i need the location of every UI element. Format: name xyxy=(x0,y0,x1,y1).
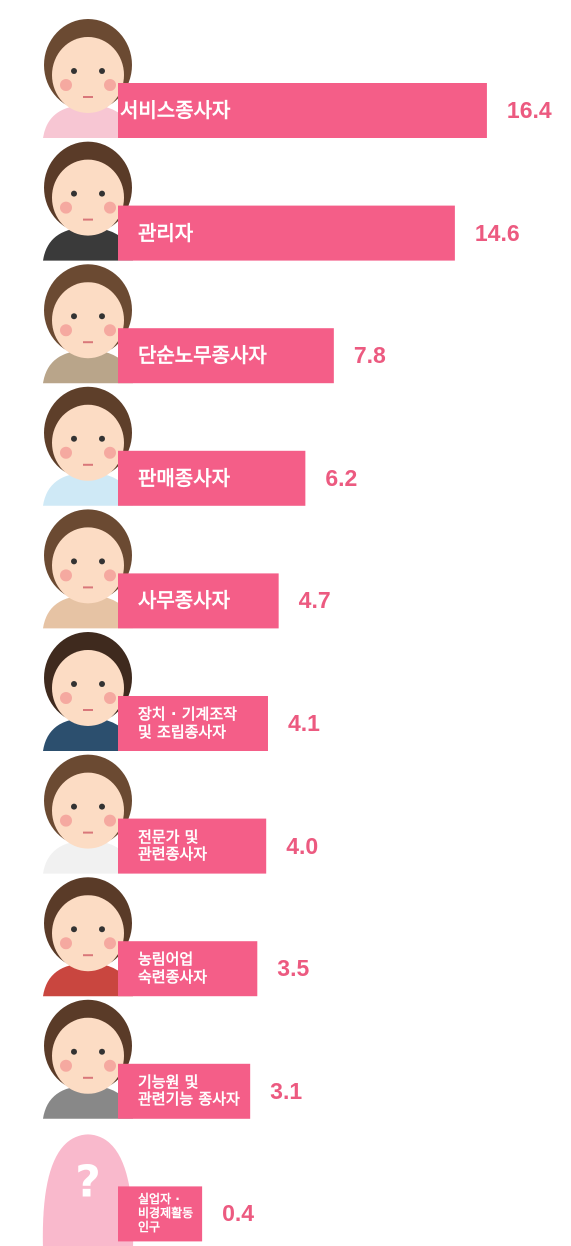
icon-silhouette xyxy=(42,1134,134,1246)
icon-eye xyxy=(99,190,105,197)
category-label: 전문가 및 관련종사자 xyxy=(138,827,208,864)
icon-cheek xyxy=(60,324,72,337)
icon-eye xyxy=(71,926,77,933)
icon-cheek xyxy=(60,201,72,214)
icon-question: ? xyxy=(75,1156,101,1207)
category-label: 실업자 · 비경제활동 인구 xyxy=(138,1192,194,1234)
icon-cheek xyxy=(104,201,116,214)
icon-eye xyxy=(71,1048,77,1055)
icon-cheek xyxy=(60,446,72,459)
icon-cheek xyxy=(104,324,116,337)
category-label: 농림어업 숙련종사자 xyxy=(138,950,208,986)
category-label: 판매종사자 xyxy=(138,465,230,490)
icon-cheek xyxy=(60,692,72,704)
icon-face xyxy=(52,159,124,236)
icon-face xyxy=(52,527,124,604)
value-label: 6.2 xyxy=(325,464,358,491)
icon-body xyxy=(43,105,133,138)
icon-body xyxy=(43,718,133,751)
icon-cheek xyxy=(104,446,116,459)
icon-face xyxy=(52,895,124,972)
bar xyxy=(118,1063,251,1119)
icon-body xyxy=(43,595,133,629)
icon-eye xyxy=(71,190,77,197)
icon-face xyxy=(52,1017,124,1094)
bar xyxy=(118,205,455,261)
icon-eye xyxy=(71,803,77,810)
icon-eye xyxy=(71,681,77,687)
category-label: 사무종사자 xyxy=(138,588,230,613)
category-label: 장치 · 기계조작 및 조립종사자 xyxy=(138,705,237,741)
value-label: 7.8 xyxy=(353,342,386,369)
value-label: 4.7 xyxy=(298,587,331,614)
icon-face xyxy=(52,772,124,849)
icon-eye xyxy=(99,558,105,565)
icon-body xyxy=(43,963,133,997)
value-label: 0.4 xyxy=(222,1200,255,1227)
bar xyxy=(118,450,306,506)
icon-cheek xyxy=(60,937,72,950)
icon-eye xyxy=(99,803,105,810)
icon-cheek xyxy=(104,814,116,827)
icon-cheek xyxy=(60,814,72,827)
icon-cheek xyxy=(104,569,116,582)
icon-cheek xyxy=(104,692,116,704)
value-label: 16.4 xyxy=(506,97,552,123)
icon-eye xyxy=(71,313,77,320)
icon-eye xyxy=(99,926,105,933)
icon-body xyxy=(43,472,133,506)
bar xyxy=(118,573,279,629)
icon-cheek xyxy=(60,569,72,582)
bar xyxy=(118,328,334,384)
value-label: 3.5 xyxy=(277,955,310,982)
icon-body xyxy=(43,227,133,261)
icon-eye xyxy=(99,1048,105,1055)
value-label: 14.6 xyxy=(474,219,520,246)
category-label: 관리자 xyxy=(138,220,194,245)
icon-cheek xyxy=(60,79,72,91)
icon-eye xyxy=(71,68,77,74)
icon-face xyxy=(52,404,124,481)
icon-eye xyxy=(99,68,105,74)
category-label: 단순노무종사자 xyxy=(138,343,267,368)
bar xyxy=(118,696,268,751)
icon-cheek xyxy=(60,1059,72,1072)
icon-body xyxy=(43,840,133,874)
icon-body xyxy=(43,1085,133,1119)
bar xyxy=(118,818,267,874)
value-label: 4.1 xyxy=(287,710,320,736)
value-label: 3.1 xyxy=(270,1077,303,1104)
icon-cheek xyxy=(104,1059,116,1072)
icon-face xyxy=(52,650,124,726)
icon-body xyxy=(43,350,133,384)
bar xyxy=(118,83,487,138)
icon-eye xyxy=(71,558,77,565)
icon-cheek xyxy=(104,937,116,950)
icon-eye xyxy=(99,435,105,442)
icon-eye xyxy=(99,313,105,320)
category-label: 기능원 및 관련기능 종사자 xyxy=(138,1073,240,1109)
category-label: 서비스종사자 xyxy=(120,98,231,122)
bar xyxy=(118,1186,203,1242)
icon-face xyxy=(52,37,124,113)
icon-eye xyxy=(71,435,77,442)
bar xyxy=(118,941,258,997)
icon-face xyxy=(52,282,124,359)
value-label: 4.0 xyxy=(286,832,319,859)
icon-cheek xyxy=(104,79,116,91)
icon-eye xyxy=(99,681,105,687)
